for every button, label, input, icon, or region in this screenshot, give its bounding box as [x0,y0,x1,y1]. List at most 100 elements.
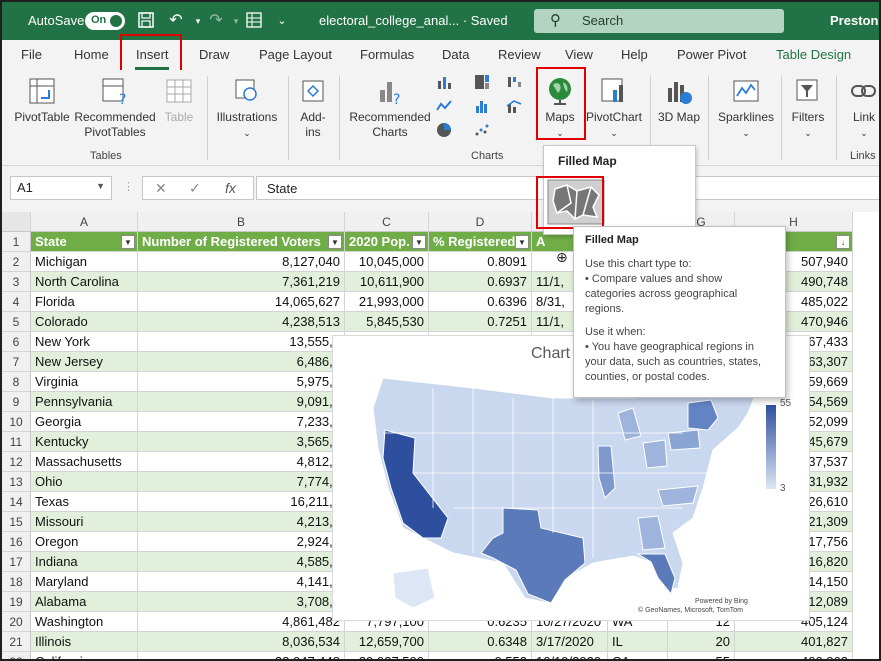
save-icon[interactable] [136,11,156,31]
table-cell[interactable]: 405,124 [735,612,853,632]
row-header[interactable]: 8 [2,372,31,392]
table-cell[interactable]: Texas [31,492,138,512]
row-header[interactable]: 17 [2,552,31,572]
table-cell[interactable]: 3,708,8 [138,592,345,612]
table-cell[interactable]: 10,611,900 [345,272,429,292]
pivotchart-button[interactable]: PivotChart ⌄ [584,76,644,141]
row-header[interactable]: 5 [2,312,31,332]
tab-view[interactable]: View [565,47,593,62]
cancel-icon[interactable]: ✕ [155,180,167,196]
tab-table-design[interactable]: Table Design [776,47,852,62]
tab-help[interactable]: Help [621,47,648,62]
table-cell[interactable]: 0.6396 [429,292,532,312]
table-cell[interactable]: 507,940 [735,252,853,272]
table-cell[interactable]: New York [31,332,138,352]
table-cell[interactable]: 4,585,0 [138,552,345,572]
row-header[interactable]: 11 [2,432,31,452]
line-chart-icon[interactable] [436,98,452,114]
pivottable-button[interactable]: PivotTable [10,76,74,125]
row-header[interactable]: 15 [2,512,31,532]
link-button[interactable]: Link ⌄ [842,76,879,141]
filter-dropdown-icon[interactable]: ▼ [515,235,529,249]
customize-toolbar-icon[interactable]: ⌄ [277,15,287,27]
tab-home[interactable]: Home [74,47,109,62]
table-cell[interactable]: 10,045,000 [345,252,429,272]
column-header[interactable]: C [345,212,429,232]
tab-insert[interactable]: Insert [136,47,169,62]
table-cell[interactable]: 9,091,3 [138,392,345,412]
table-cell[interactable]: Alabama [31,592,138,612]
select-all-corner[interactable] [2,212,31,232]
table-cell[interactable]: 0.552 [429,652,532,659]
undo-icon[interactable]: ↶ [169,12,183,29]
row-header[interactable]: 12 [2,452,31,472]
tab-data[interactable]: Data [442,47,470,62]
table-cell[interactable]: 0.6348 [429,632,532,652]
recommended-pivottables-button[interactable]: ? Recommended PivotTables [74,76,156,140]
table-cell[interactable]: Massachusetts [31,452,138,472]
autosave-toggle[interactable]: On [85,12,125,30]
table-cell[interactable]: 8,127,040 [138,252,345,272]
table-cell[interactable]: North Carolina [31,272,138,292]
tab-page-layout[interactable]: Page Layout [259,47,333,62]
row-header[interactable]: 21 [2,632,31,652]
table-cell[interactable]: 7,233,5 [138,412,345,432]
table-cell[interactable]: 4,861,482 [138,612,345,632]
statistic-chart-icon[interactable] [474,98,490,114]
table-header-cell[interactable]: Number of Registered Voters [138,232,345,252]
table-cell[interactable]: Colorado [31,312,138,332]
tab-draw[interactable]: Draw [199,47,230,62]
filter-dropdown-icon[interactable]: ▼ [412,235,426,249]
table-cell[interactable]: 39,937,500 [345,652,429,659]
row-header[interactable]: 18 [2,572,31,592]
table-cell[interactable]: 10/19/2020 [532,652,608,659]
row-header[interactable]: 9 [2,392,31,412]
row-header[interactable]: 3 [2,272,31,292]
maps-button[interactable]: Maps ⌄ [538,76,582,141]
table-cell[interactable]: Florida [31,292,138,312]
table-cell[interactable]: Maryland [31,572,138,592]
table-cell[interactable]: 5,975,6 [138,372,345,392]
user-name[interactable]: Preston S [830,13,879,28]
column-chart-icon[interactable] [436,74,452,90]
recommended-charts-button[interactable]: ? Recommended Charts [346,76,434,140]
table-cell[interactable]: Washington [31,612,138,632]
file-name[interactable]: electoral_college_anal... · Saved [319,13,508,28]
filter-dropdown-icon[interactable]: ↓ [836,235,850,249]
row-header[interactable]: 14 [2,492,31,512]
filled-map-option-icon[interactable] [547,179,605,225]
column-header[interactable]: D [429,212,532,232]
table-cell[interactable]: 21,993,000 [345,292,429,312]
row-header[interactable]: 4 [2,292,31,312]
filter-dropdown-icon[interactable]: ▼ [328,235,342,249]
pie-chart-icon[interactable] [436,122,452,138]
row-header[interactable]: 19 [2,592,31,612]
tab-file[interactable]: File [21,47,42,62]
row-header[interactable]: 13 [2,472,31,492]
table-cell[interactable]: Michigan [31,252,138,272]
combo-chart-icon[interactable] [506,98,522,114]
table-cell[interactable]: 485,022 [735,292,853,312]
enter-icon[interactable]: ✓ [189,180,201,196]
table-cell[interactable]: California [31,652,138,659]
table-cell[interactable]: 4,238,513 [138,312,345,332]
table-cell[interactable]: 3/17/2020 [532,632,608,652]
table-cell[interactable]: 400,863 [735,652,853,659]
search-box[interactable]: ⚲ Search [534,9,784,33]
table-button[interactable]: Table [157,76,201,125]
table-cell[interactable]: Illinois [31,632,138,652]
form-icon[interactable] [244,11,264,31]
name-box[interactable]: A1 ▼ [10,176,112,200]
table-cell[interactable]: 4,141,4 [138,572,345,592]
table-cell[interactable]: Oregon [31,532,138,552]
table-cell[interactable]: 4,812,9 [138,452,345,472]
table-cell[interactable]: Virginia [31,372,138,392]
row-header[interactable]: 2 [2,252,31,272]
redo-dropdown-icon[interactable]: ▾ [233,16,239,26]
filled-map-chart[interactable]: Chart s1 [332,335,810,621]
table-cell[interactable]: Ohio [31,472,138,492]
table-cell[interactable]: 7,774,7 [138,472,345,492]
tab-formulas[interactable]: Formulas [360,47,415,62]
table-cell[interactable]: 8,036,534 [138,632,345,652]
table-cell[interactable]: Indiana [31,552,138,572]
